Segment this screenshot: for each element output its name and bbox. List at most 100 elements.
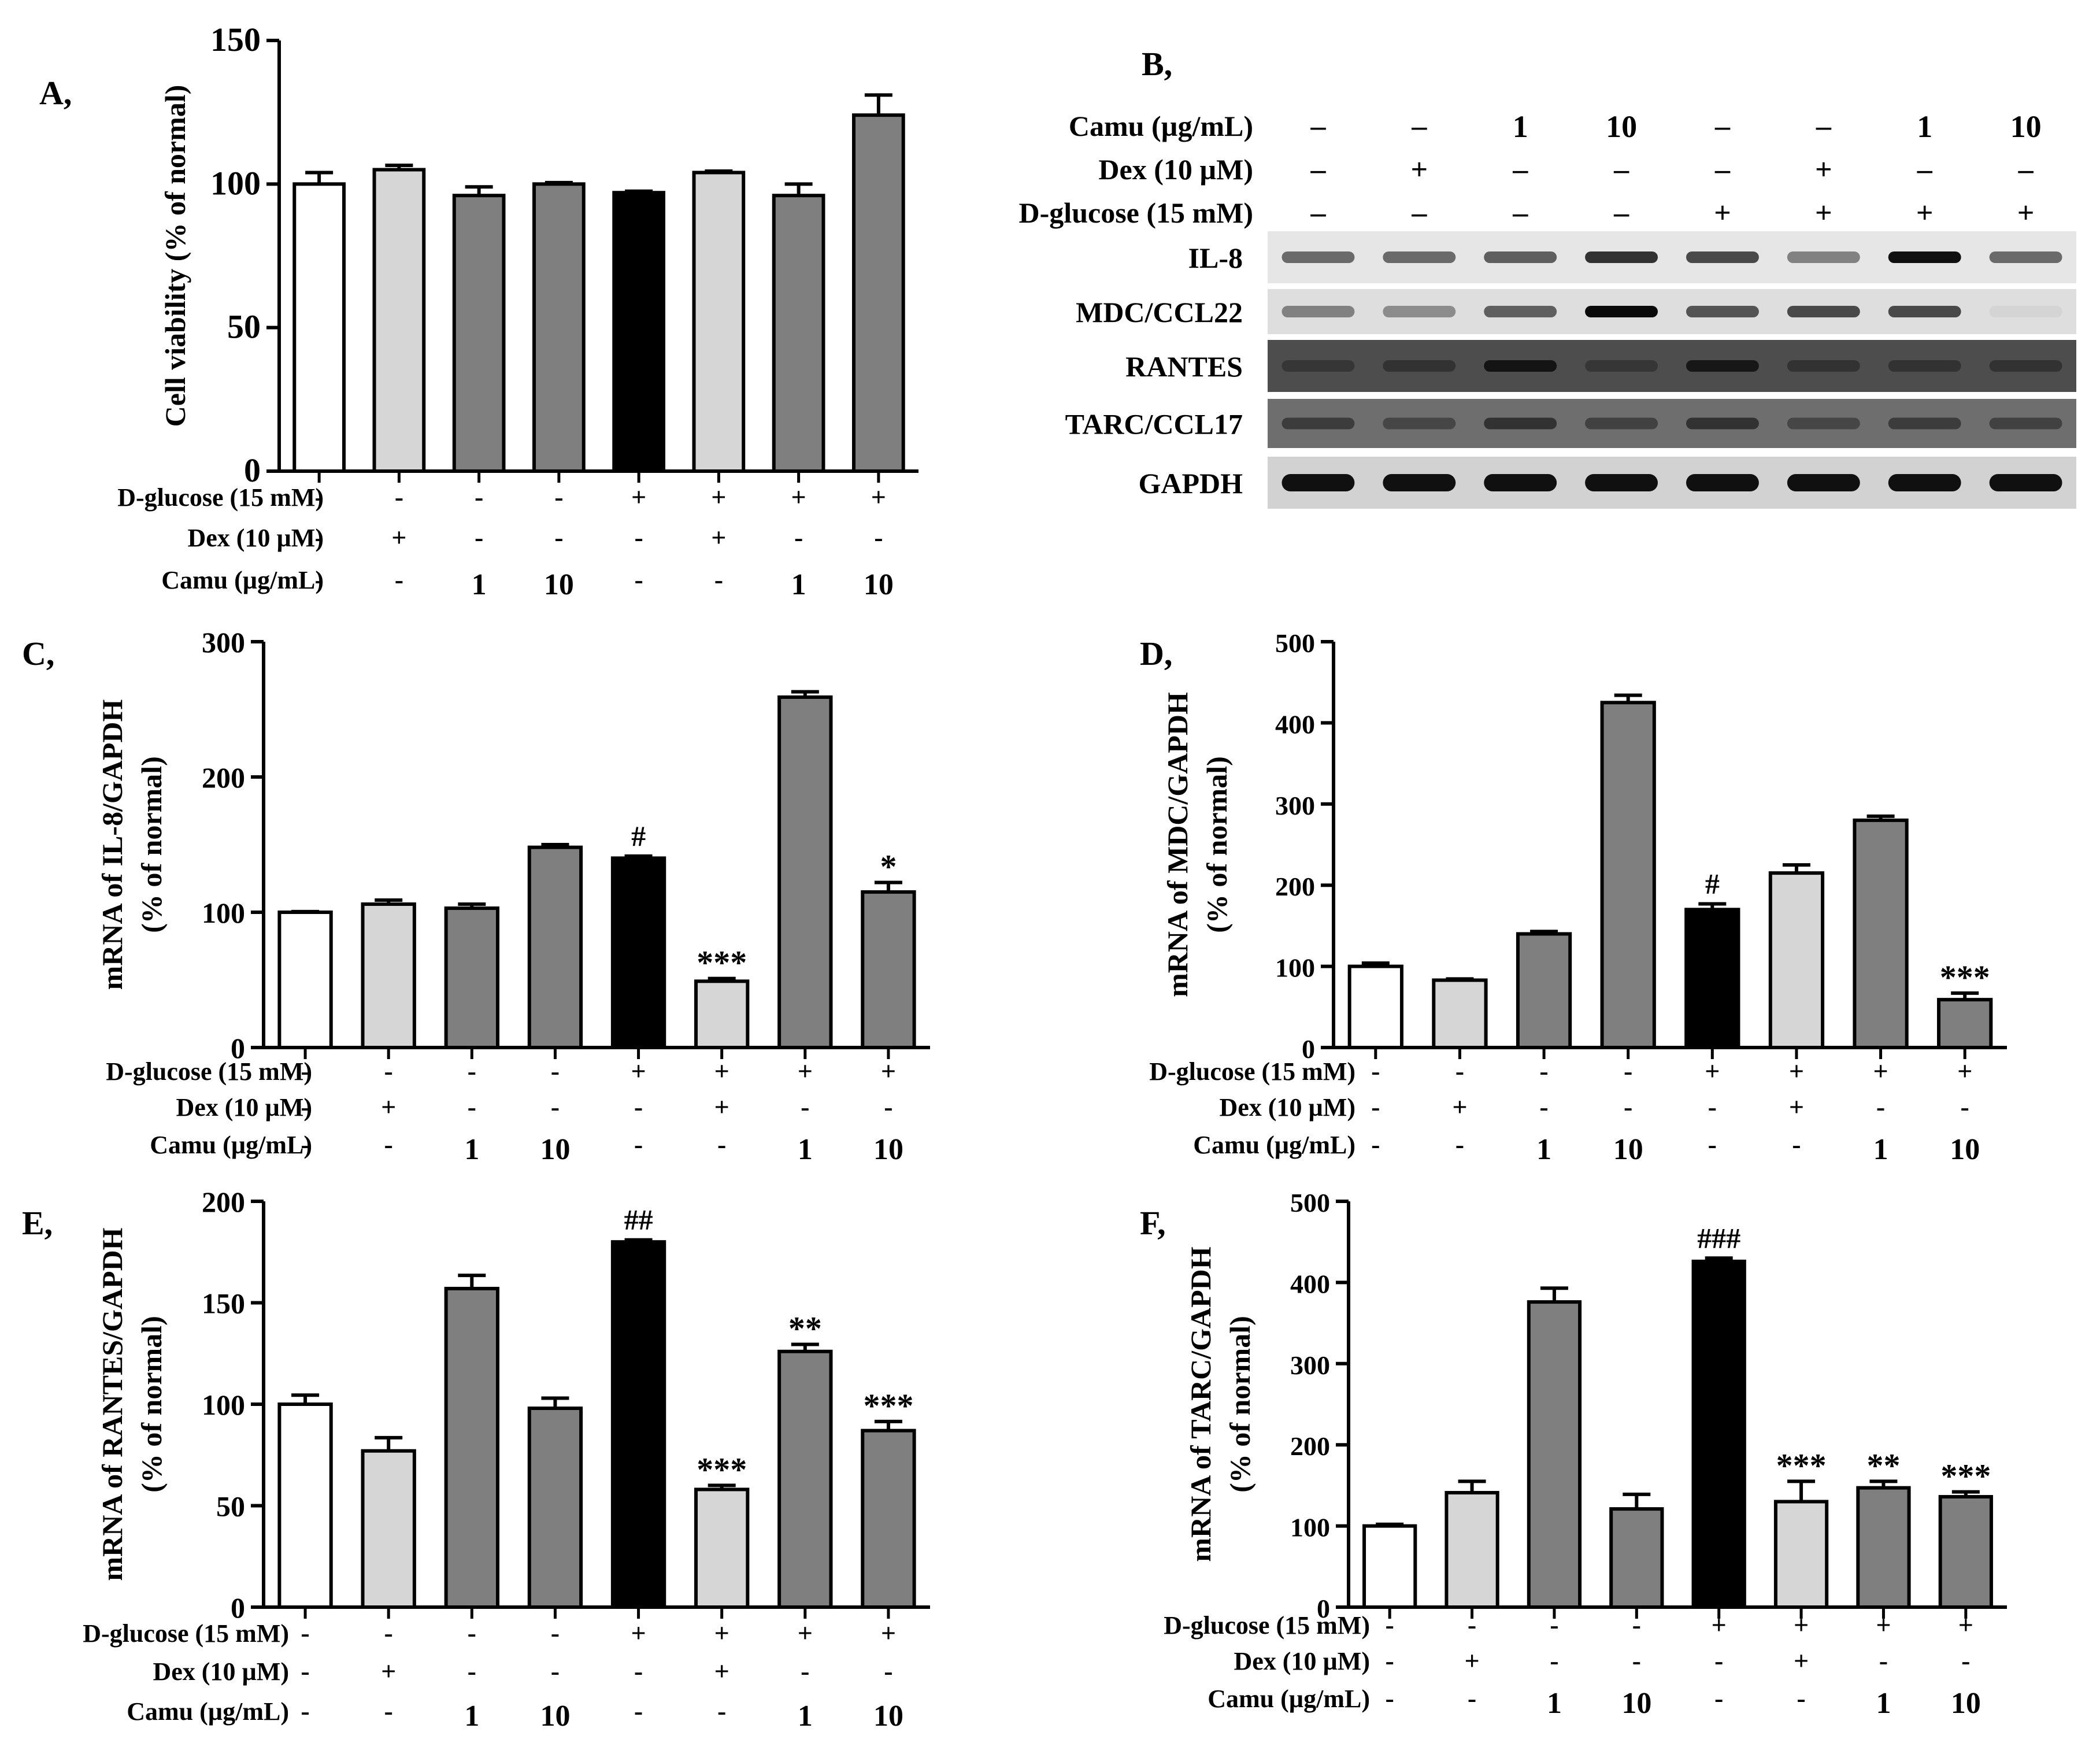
treatment-sign: 10 (864, 568, 894, 601)
significance-annotation: # (1705, 867, 1720, 900)
y-axis-label: (% of normal) (1201, 756, 1233, 933)
treatment-sign: + (1789, 1056, 1804, 1086)
gel-band (1383, 360, 1456, 372)
treatment-sign: - (395, 565, 403, 594)
gel-band (1282, 417, 1355, 430)
panel-e-rantes-mrna-chart: E, 0 50 100 150 200 mRNA of RANTES/GAPDH (% of … (22, 1186, 930, 1733)
gel-band (1383, 306, 1456, 317)
bar (612, 191, 665, 473)
treatment-sign: - (395, 482, 403, 512)
y-axis-label: (% of normal) (135, 756, 168, 933)
bar (777, 1349, 833, 1609)
treatment-sign: - (551, 1618, 560, 1648)
treatment-sign: + (381, 1656, 396, 1686)
treatment-sign: - (1371, 1092, 1380, 1122)
treatment-sign: - (717, 1130, 726, 1159)
gel-band (1686, 306, 1759, 317)
treatment-sign: - (1961, 1092, 1969, 1122)
treatment-sign: - (468, 1092, 476, 1122)
significance-annotation: # (631, 820, 646, 852)
bar (452, 194, 506, 473)
y-tick-label: 0 (231, 1592, 245, 1624)
gel-band (1787, 251, 1860, 263)
treatment-sign: - (314, 565, 323, 594)
gel-band (1888, 360, 1961, 372)
y-tick-label: 200 (202, 761, 245, 794)
bar (361, 1449, 416, 1609)
treatment-sign: - (634, 565, 643, 594)
y-tick-label: 100 (202, 897, 245, 929)
bar (1938, 1495, 1993, 1609)
y-tick-label: 500 (1290, 1188, 1330, 1217)
treatment-sign: - (801, 1656, 809, 1686)
treatment-sign: 1 (798, 1133, 813, 1166)
treatment-sign: + (881, 1618, 896, 1648)
treatment-sign: 10 (540, 1133, 570, 1166)
treatment-row-label: Dex (10 µM) (188, 524, 324, 552)
y-axis-label: mRNA of MDC/GAPDH (1161, 692, 1194, 997)
treatment-sign: + (1705, 1056, 1720, 1086)
y-tick-label: 150 (210, 21, 261, 58)
y-tick-label: 400 (1275, 709, 1315, 739)
y-tick-label: 200 (1275, 872, 1315, 901)
treatment-sign: - (1708, 1092, 1717, 1122)
gel-header-sign: – (2018, 153, 2034, 186)
treatment-sign: + (1957, 1056, 1972, 1086)
gel-band (1585, 251, 1658, 263)
gel-header-sign: – (1411, 110, 1427, 143)
bar (777, 695, 833, 1049)
treatment-sign: - (554, 523, 563, 552)
significance-annotation: *** (863, 1387, 913, 1424)
gel-header-sign: 10 (2010, 109, 2042, 144)
treatment-sign: - (314, 482, 323, 512)
treatment-sign: - (1386, 1610, 1394, 1640)
treatment-sign: - (1386, 1646, 1394, 1675)
panel-label: F, (1140, 1204, 1166, 1242)
gel-band (1888, 417, 1961, 430)
gel-band (1585, 417, 1658, 430)
treatment-sign: + (714, 1092, 729, 1122)
bar (1432, 978, 1488, 1050)
treatment-sign: - (314, 523, 323, 552)
treatment-sign: + (798, 1056, 813, 1086)
y-axis-label: mRNA of RANTES/GAPDH (96, 1227, 128, 1581)
bar (1527, 1300, 1582, 1609)
bar (1773, 1500, 1829, 1609)
panel-label: A, (39, 74, 72, 112)
gel-band (1585, 360, 1658, 372)
panel-f-tarc-mrna-chart: F, 0 100 200 300 400 500 mRNA of TARC/GAPDH (% o… (1140, 1188, 2007, 1720)
gel-header-sign: – (1411, 197, 1427, 230)
gel-gene-label: TARC/CCL17 (1065, 408, 1243, 441)
treatment-sign: - (1624, 1056, 1632, 1086)
y-tick-label: 0 (231, 1032, 245, 1064)
treatment-sign: - (1455, 1130, 1464, 1159)
gel-header-sign: – (1917, 153, 1933, 186)
treatment-row-label: D-glucose (15 mM) (1164, 1611, 1370, 1640)
y-tick-label: 150 (202, 1287, 245, 1320)
gel-header-sign: – (1310, 197, 1326, 230)
treatment-sign: + (1464, 1646, 1479, 1675)
gel-header-sign: + (1714, 197, 1731, 230)
bar (292, 182, 346, 473)
treatment-sign: 1 (1536, 1133, 1551, 1166)
bar (372, 168, 426, 473)
gel-band (1989, 474, 2062, 491)
treatment-row-label: Dex (10 µM) (1234, 1647, 1371, 1675)
y-axis-label: (% of normal) (135, 1316, 168, 1493)
significance-annotation: *** (697, 1450, 747, 1488)
gel-band (1282, 306, 1355, 317)
treatment-sign: - (634, 523, 643, 552)
treatment-row-label: Dex (10 µM) (1220, 1093, 1356, 1122)
treatment-sign: - (1708, 1130, 1717, 1159)
gel-header-sign: 1 (1513, 109, 1528, 144)
treatment-sign: 10 (873, 1700, 903, 1733)
treatment-row-label: Camu (µg/mL) (127, 1697, 289, 1726)
gel-band (1484, 417, 1557, 430)
treatment-sign: + (714, 1618, 729, 1648)
gel-header-sign: – (1310, 153, 1326, 186)
treatment-sign: - (1455, 1056, 1464, 1086)
treatment-sign: + (391, 523, 406, 552)
gel-header-sign: + (1916, 197, 1934, 230)
treatment-row-label: D-glucose (15 mM) (1149, 1057, 1355, 1086)
